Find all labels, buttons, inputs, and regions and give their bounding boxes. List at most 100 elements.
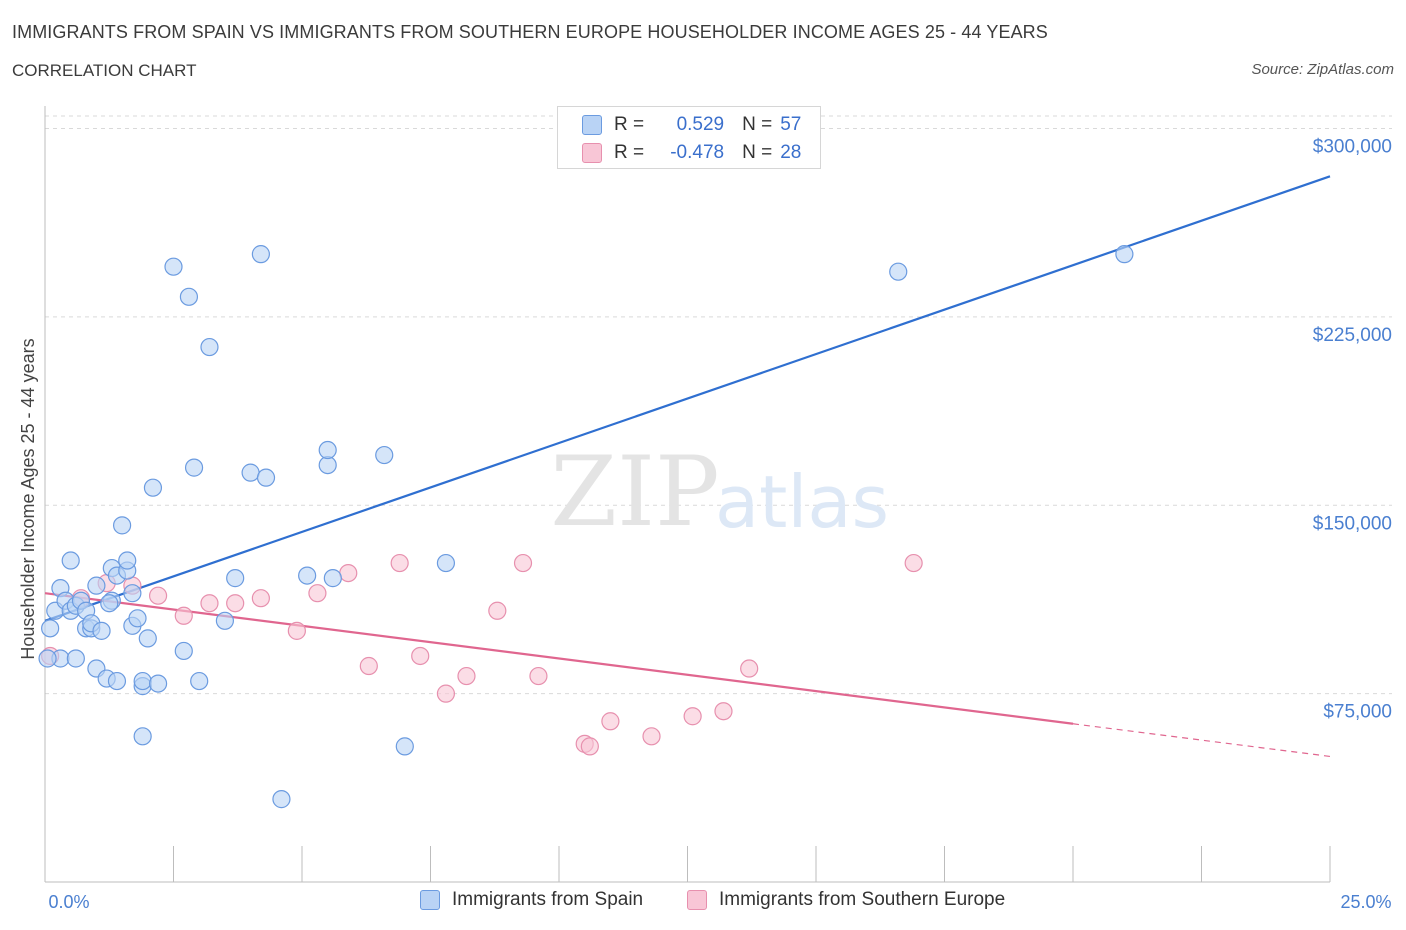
spain-point (889, 262, 908, 281)
southern-europe-point (411, 646, 430, 666)
y-axis-label: Householder Income Ages 25 - 44 years (18, 338, 38, 659)
spain-point (190, 671, 209, 691)
spain-swatch (420, 890, 440, 910)
southern-europe-trend-extension (1072, 723, 1331, 758)
spain-point (143, 478, 163, 497)
southern-europe-point (714, 702, 733, 721)
grid-lines (45, 115, 1392, 695)
spain-point (118, 551, 137, 570)
r-label: R = (614, 114, 645, 135)
southern-europe-point (148, 586, 168, 605)
watermark: ZIP atlas (550, 436, 889, 548)
spain-point (128, 609, 147, 628)
n-value-spain: 57 (780, 114, 802, 135)
spain-trend-line (44, 175, 1331, 622)
spain-point (133, 727, 152, 746)
legend-label-spain: Immigrants from Spain (452, 889, 644, 910)
n-label: N = (742, 114, 773, 135)
southern-europe-point (251, 589, 270, 608)
chart-subtitle: CORRELATION CHART (12, 61, 197, 80)
spain-point (436, 553, 456, 573)
spain-point (92, 621, 111, 640)
southern-europe-point (226, 594, 245, 613)
spain-point (107, 671, 127, 691)
spain-point (272, 790, 291, 809)
southern-europe-point (642, 727, 661, 746)
southern-europe-point (740, 659, 759, 678)
southern-europe-point (390, 553, 409, 573)
y-tick-label: $150,000 (1313, 513, 1392, 534)
spain-point (123, 584, 142, 603)
series-legend: Immigrants from Spain Immigrants from So… (0, 889, 1406, 915)
n-label: N = (742, 142, 773, 163)
spain-point (100, 594, 119, 613)
spain-point (241, 463, 260, 482)
data-points (38, 245, 1134, 809)
spain-point (164, 257, 183, 276)
spain-point (251, 245, 270, 264)
southern-europe-point (457, 666, 476, 686)
correlation-legend: R = 0.529 N = 57 R = -0.478 N = 28 (557, 106, 821, 169)
southern-europe-swatch (687, 890, 707, 910)
axis-labels: $75,000 $150,000 $225,000 $300,000 0.0% 25.0%… (18, 137, 1392, 912)
spain-point (375, 445, 394, 465)
watermark-zip: ZIP (550, 436, 719, 548)
spain-point (112, 516, 132, 535)
southern-europe-point (359, 656, 378, 676)
southern-europe-point (200, 594, 219, 613)
spain-point (179, 287, 199, 306)
legend-item-southern-europe[interactable]: Immigrants from Southern Europe (687, 889, 1005, 911)
spain-point (38, 649, 57, 668)
southern-europe-point (580, 737, 599, 756)
spain-point (41, 619, 60, 638)
spain-point (395, 737, 414, 756)
x-tick-label-min: 0.0% (48, 892, 89, 912)
chart-title: IMMIGRANTS FROM SPAIN VS IMMIGRANTS FROM… (12, 22, 1048, 42)
spain-point (133, 671, 152, 691)
southern-europe-point (287, 621, 306, 640)
r-value-spain: 0.529 (676, 114, 725, 135)
spain-swatch (582, 115, 602, 135)
spain-point (1115, 245, 1134, 264)
southern-europe-point (339, 563, 358, 583)
spain-point (148, 674, 168, 693)
spain-point (138, 629, 157, 648)
spain-point (318, 455, 337, 475)
legend-label-southern-europe: Immigrants from Southern Europe (719, 889, 1006, 910)
source-credit: Source: ZipAtlas.com (1251, 61, 1394, 78)
legend-item-spain[interactable]: Immigrants from Spain (420, 889, 643, 911)
southern-europe-swatch (582, 143, 602, 163)
spain-point (298, 566, 317, 585)
x-tick-label-max: 25.0% (1340, 892, 1391, 912)
legend-row-spain: R = 0.529 N = 57 (582, 113, 801, 137)
y-tick-label: $300,000 (1313, 137, 1392, 158)
r-label: R = (614, 142, 645, 163)
southern-europe-point (904, 553, 923, 573)
spain-point (318, 440, 337, 460)
southern-europe-point (174, 606, 193, 625)
r-value-southern-europe: -0.478 (670, 142, 725, 163)
spain-point (87, 576, 106, 595)
southern-europe-point (513, 553, 533, 573)
spain-point (184, 458, 204, 477)
southern-europe-point (488, 601, 507, 620)
spain-point (226, 569, 245, 588)
axes (44, 106, 1331, 883)
spain-point (66, 649, 85, 668)
southern-europe-point (436, 684, 456, 703)
southern-europe-point (308, 584, 327, 603)
y-tick-label: $225,000 (1313, 325, 1392, 346)
spain-point (174, 641, 193, 661)
spain-point (61, 551, 80, 570)
southern-europe-point (683, 707, 702, 726)
trend-lines (44, 175, 1331, 758)
spain-point (256, 468, 276, 487)
legend-row-southern-europe: R = -0.478 N = 28 (582, 141, 801, 165)
southern-europe-point (529, 666, 548, 686)
n-value-southern-europe: 28 (780, 142, 802, 163)
watermark-atlas: atlas (715, 460, 889, 544)
southern-europe-point (601, 712, 620, 731)
spain-point (200, 337, 219, 357)
spain-point (215, 611, 234, 630)
spain-point (323, 569, 342, 588)
